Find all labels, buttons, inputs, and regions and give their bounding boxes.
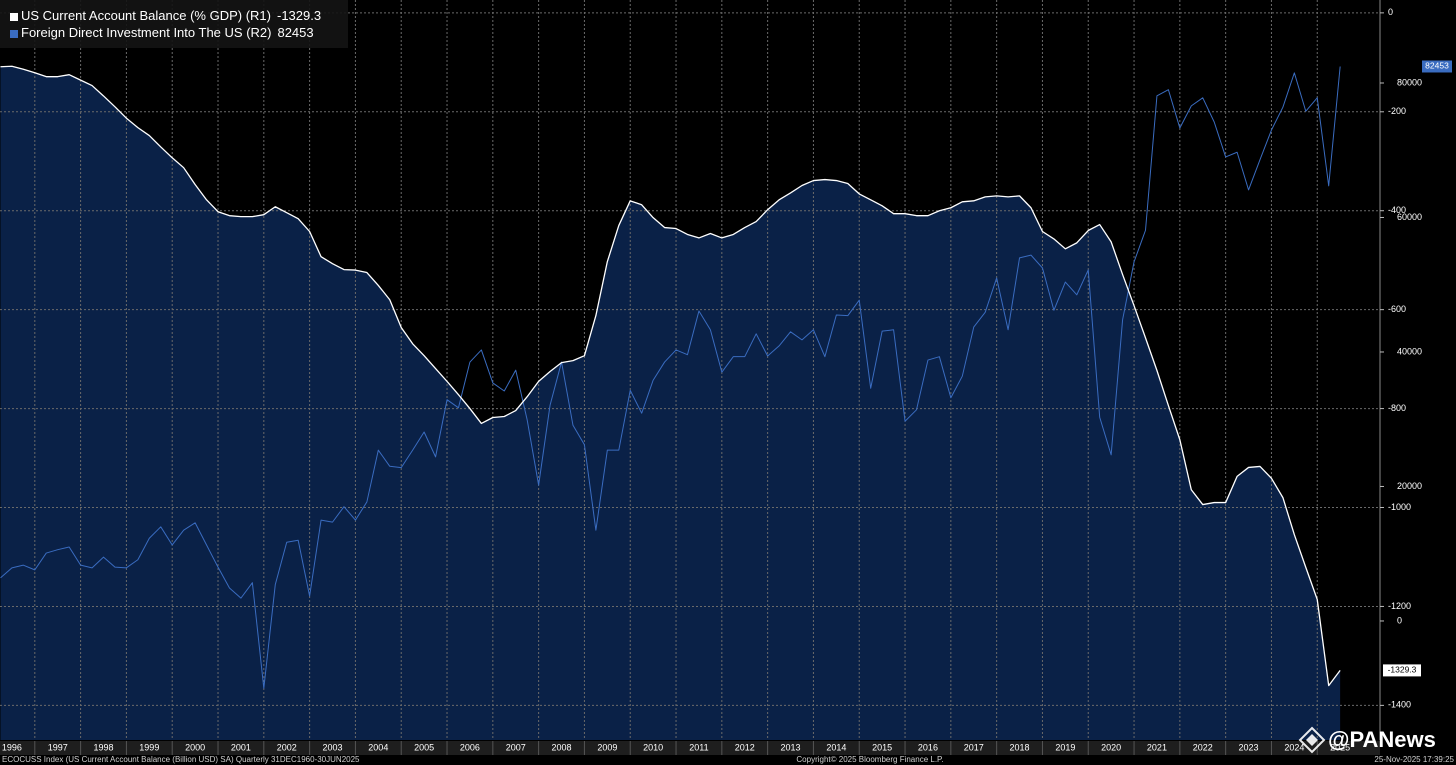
legend-value: -1329.3 [277,8,321,23]
x-tick-label: 2022 [1193,742,1213,752]
area [0,66,1341,740]
x-tick-label: 2017 [964,742,984,752]
x-tick-label: 2021 [1147,742,1167,752]
legend-swatch [10,13,18,21]
legend-box [0,0,348,48]
footer-center: Copyright© 2025 Bloomberg Finance L.P. [796,755,943,764]
legend-entry: Foreign Direct Investment Into The US (R… [21,25,314,40]
y2-tick-label: 80000 [1397,77,1422,87]
y-tick-label: -1400 [1388,700,1411,710]
x-tick-label: 2010 [643,742,663,752]
x-tick-label: 1996 [2,742,22,752]
legend-name: US Current Account Balance (% GDP) (R1) [21,8,271,23]
x-tick-label: 2015 [872,742,892,752]
y-tick-label: -800 [1388,403,1406,413]
series-line [0,66,1341,689]
x-tick-label: 2007 [506,742,526,752]
x-tick-label: 2008 [552,742,572,752]
x-tick-label: 2023 [1239,742,1259,752]
legend-entry: US Current Account Balance (% GDP) (R1) -… [21,8,321,23]
y-tick-label: -1200 [1388,601,1411,611]
x-tick-label: 2019 [1055,742,1075,752]
footer-left: ECOCUSS Index (US Current Account Balanc… [2,755,360,764]
watermark: @PANews [1328,727,1436,752]
y-tick-label: -400 [1388,205,1406,215]
legend-swatch [10,30,18,38]
x-tick-label: 2024 [1284,742,1304,752]
x-tick-label: 2012 [735,742,755,752]
x-tick-label: 2014 [826,742,846,752]
y-tick-label: -200 [1388,106,1406,116]
legend: US Current Account Balance (% GDP) (R1) -… [10,8,321,40]
x-tick-label: 2025 [1330,742,1350,752]
watermark-logo [1298,726,1326,754]
series-line [0,65,1341,687]
x-tick-label: 2011 [689,742,708,752]
y-tick-label: -600 [1388,304,1406,314]
x-tick-label: 2001 [231,742,251,752]
value-tag [1383,664,1421,677]
legend-value: 82453 [277,25,313,40]
x-tick-label: 2000 [185,742,205,752]
value-tag-label: -1329.3 [1388,665,1417,675]
value-tag-label: 82453 [1425,61,1449,71]
x-tick-label: 2009 [597,742,617,752]
x-tick-label: 2020 [1101,742,1121,752]
y-tick-label: -1000 [1388,502,1411,512]
x-tick-label: 1999 [139,742,159,752]
x-tick-label: 2004 [368,742,388,752]
x-tick-label: 2005 [414,742,434,752]
legend-name: Foreign Direct Investment Into The US (R… [21,25,271,40]
x-tick-label: 2016 [918,742,938,752]
y2-tick-label: 20000 [1397,481,1422,491]
y2-tick-label: 40000 [1397,346,1422,356]
footer-right: 25-Nov-2025 17:39:25 [1374,755,1454,764]
y2-tick-label: 60000 [1397,212,1422,222]
x-tick-label: 2006 [460,742,480,752]
x-tick-label: 2013 [781,742,801,752]
x-tick-label: 2002 [277,742,297,752]
x-axis-band [0,741,1380,755]
x-tick-label: 1998 [93,742,113,752]
x-tick-label: 2018 [1010,742,1030,752]
y2-tick-label: 0 [1397,615,1402,625]
plot-area [0,0,1380,740]
value-tag [1422,60,1452,73]
y-tick-label: 0 [1388,7,1393,17]
x-tick-label: 1997 [48,742,68,752]
x-tick-label: 2003 [323,742,343,752]
